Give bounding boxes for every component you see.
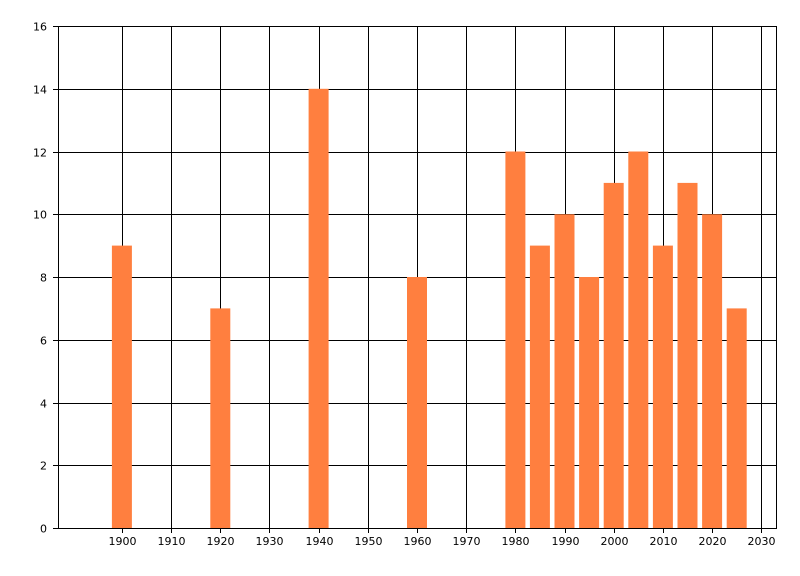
bar-1900 (111, 245, 132, 528)
y-tick-label: 10 (33, 209, 47, 222)
y-tick-label: 12 (33, 147, 47, 160)
x-tick-label: 1920 (207, 535, 235, 548)
bars (111, 88, 747, 529)
y-tick-label: 6 (40, 335, 47, 348)
x-tick-label: 1930 (256, 535, 284, 548)
bar-1960 (407, 277, 427, 528)
x-tick-labels: 1900 1910 1920 1930 1940 1950 1960 1970 1980 1990… (109, 535, 776, 548)
bar-1985 (529, 245, 550, 528)
bar-2020 (702, 214, 723, 529)
y-tick-label: 4 (40, 398, 47, 411)
x-tick-label: 2020 (699, 535, 727, 548)
y-tick-label: 0 (40, 523, 47, 536)
bar-2000 (603, 182, 624, 528)
bar-1920 (210, 308, 231, 528)
bar-1940 (308, 88, 329, 529)
bar-1990 (554, 214, 575, 529)
x-tick-label: 2000 (601, 535, 629, 548)
y-tick-label: 14 (33, 84, 47, 97)
y-tick-label: 8 (40, 272, 47, 285)
bar-2005 (628, 151, 649, 528)
x-tick-label: 1950 (355, 535, 383, 548)
y-tick-label: 16 (33, 21, 47, 34)
y-tick-label: 2 (40, 460, 47, 473)
x-tick-label: 1970 (453, 535, 481, 548)
x-tick-label: 1940 (306, 535, 334, 548)
axes (53, 26, 777, 533)
x-tick-label: 1900 (109, 535, 137, 548)
y-tick-labels: 0 2 4 6 8 10 12 14 16 (33, 21, 47, 536)
bar-2025 (726, 308, 747, 528)
x-tick-label: 1990 (552, 535, 580, 548)
x-tick-label: 1910 (158, 535, 186, 548)
x-tick-label: 2010 (650, 535, 678, 548)
bar-2010 (652, 245, 673, 528)
x-tick-label: 2030 (748, 535, 776, 548)
x-tick-label: 1980 (502, 535, 530, 548)
bar-1995 (579, 277, 600, 528)
bar-2015 (677, 182, 698, 528)
x-tick-label: 1960 (404, 535, 432, 548)
bar-1980 (505, 151, 526, 528)
